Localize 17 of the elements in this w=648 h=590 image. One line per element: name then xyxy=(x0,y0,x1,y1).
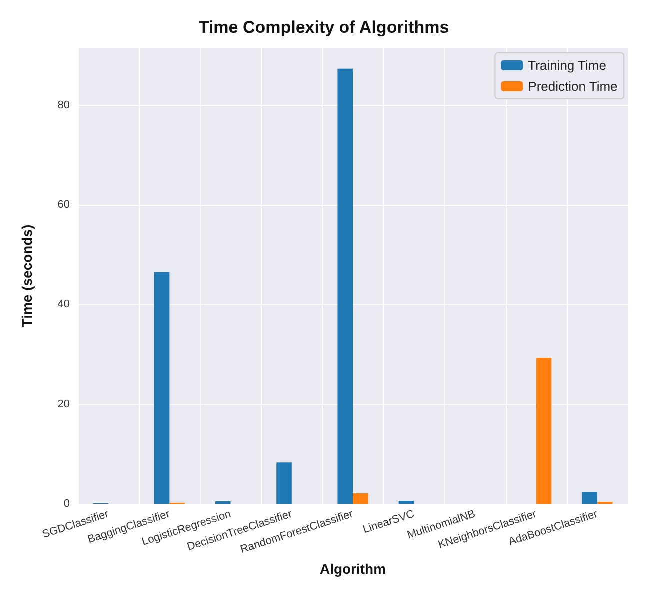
bar xyxy=(536,358,552,504)
y-tick-label: 60 xyxy=(58,198,70,211)
y-tick-label: 80 xyxy=(58,99,70,112)
bar xyxy=(276,462,292,504)
y-tick-label: 20 xyxy=(58,398,70,410)
chart-title: Time Complexity of Algorithms xyxy=(198,18,450,37)
y-axis-title: Time (seconds) xyxy=(19,224,35,328)
y-tick-label: 0 xyxy=(64,498,70,510)
x-axis-title: Algorithm xyxy=(320,561,386,577)
bar xyxy=(353,494,368,504)
y-tick-label: 40 xyxy=(58,298,70,311)
bar xyxy=(154,272,170,504)
legend-label: Prediction Time xyxy=(528,79,618,94)
bar xyxy=(582,492,598,504)
bar xyxy=(398,501,414,504)
legend-label: Training Time xyxy=(528,58,606,73)
bar xyxy=(338,68,353,504)
